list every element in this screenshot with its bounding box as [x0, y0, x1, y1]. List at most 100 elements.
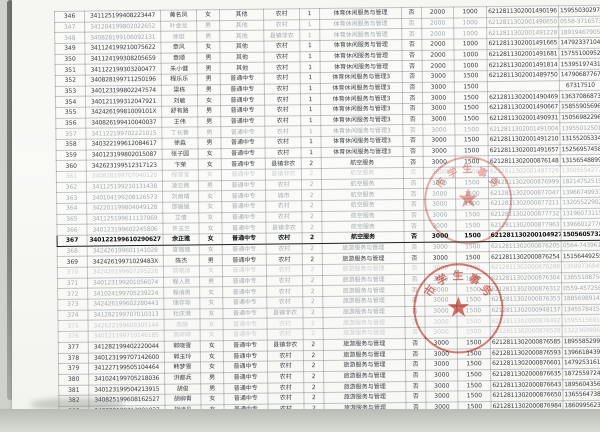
row-number: 376: [58, 331, 89, 343]
flag: 否: [402, 103, 423, 115]
education-type: 普通中专: [221, 158, 266, 170]
gender: 男: [197, 116, 221, 128]
household-type: 农村: [265, 179, 302, 191]
amount-secondary: 1500: [456, 262, 490, 274]
gender: 女: [198, 169, 222, 181]
name: 徐淼: [161, 137, 199, 150]
name: 郭晓雪: [164, 340, 201, 352]
phone-number: 13966012776: [560, 218, 600, 230]
name: 高婷婷: [164, 330, 201, 342]
amount-secondary: 1500: [454, 81, 488, 93]
phone-number: 0558-3716573: [558, 15, 600, 28]
amount-secondary: 1000: [453, 6, 487, 18]
document-page: 346 341125199408223447 黄名凤女其他 农村 1 体育休闲服务与管理否…: [12, 0, 600, 429]
tier: 2: [301, 211, 322, 223]
education-type: 其他: [219, 51, 265, 63]
row-number: 356: [55, 117, 86, 129]
row-number: 355: [55, 107, 86, 119]
phone-number: 15056982296: [559, 112, 600, 124]
education-type: 普通中专: [222, 233, 267, 245]
gender: 男: [196, 20, 220, 32]
education-type: 其他: [219, 30, 264, 42]
household-type: 农村: [264, 94, 301, 106]
tier: 2: [303, 381, 324, 393]
tier: 1: [300, 136, 322, 148]
amount-secondary: 1500: [457, 380, 491, 392]
flag: 否: [404, 316, 426, 328]
phone-number: 18856989145: [561, 293, 600, 305]
household-type: 农村: [264, 136, 302, 148]
gender: 男: [199, 276, 223, 288]
bank-card-number: 6212811302000877963: [488, 219, 562, 231]
id-number: 340121199710146185: [88, 330, 165, 342]
id-number: 341282199707010313: [87, 309, 165, 321]
amount-primary: 3000: [423, 145, 456, 157]
amount-primary: 3000: [423, 209, 456, 221]
tier: 1: [299, 29, 320, 41]
education-type: 普通中专: [221, 169, 266, 181]
education-type: 普通中专: [222, 286, 267, 298]
gender: 女: [199, 297, 223, 309]
household-type: 农村: [266, 286, 303, 298]
education-type: 普通中专: [222, 297, 267, 309]
gender: 男: [196, 52, 221, 64]
amount-secondary: 1500: [457, 358, 491, 370]
amount-primary: 3000: [422, 124, 455, 136]
education-type: 普通中专: [221, 211, 266, 224]
tier: 1: [300, 83, 321, 95]
amount-primary: 3000: [424, 263, 457, 275]
household-type: 农村: [266, 275, 303, 287]
education-type: 普通中专: [223, 393, 268, 405]
tier: 1: [300, 104, 321, 116]
name: 朱小健: [161, 63, 198, 75]
id-number: 340123199802015087: [86, 149, 163, 161]
amount-primary: 3000: [425, 348, 458, 360]
phone-number: 13455784152: [561, 304, 600, 316]
phone-number: 18919467905: [558, 26, 600, 38]
amount-primary: 3000: [425, 380, 458, 392]
major: 体育休闲服务与管理3: [321, 146, 404, 158]
bank-card-number: 6212811302000876148: [488, 155, 561, 167]
id-number: 340122199610290627: [87, 234, 164, 246]
bank-card-number: 6212811302000876205: [489, 240, 562, 253]
gender: 男: [197, 127, 221, 138]
amount-secondary: 1500: [454, 91, 488, 104]
tier: 2: [301, 179, 322, 191]
phone-number: 14790687767: [559, 69, 600, 81]
gender: 女: [200, 319, 224, 331]
household-type: 农村: [263, 8, 300, 20]
tier: 2: [301, 157, 322, 169]
phone-number: 18956043565: [562, 378, 600, 390]
id-number: 341125199210131438: [86, 181, 163, 193]
phone-number: 13655647388: [562, 389, 600, 401]
gender: 女: [200, 340, 224, 352]
id-number: 340828199711250196: [85, 74, 162, 86]
name: 查璐璐: [163, 244, 200, 256]
amount-primary: 2000: [421, 38, 454, 51]
bank-card-number: 6212811302000876312: [489, 283, 562, 295]
id-number: 341122199702221015: [85, 127, 162, 140]
id-number: 340123199201056074: [87, 277, 164, 289]
tier: 2: [303, 392, 324, 404]
name: 刘雨晴: [162, 191, 199, 203]
row-number: 366: [56, 224, 88, 236]
bank-card-number: [487, 80, 560, 92]
tier: 2: [301, 221, 323, 233]
amount-secondary: 1500: [454, 134, 489, 146]
amount-secondary: 1500: [457, 369, 491, 381]
name: 韩梦雪: [164, 362, 201, 374]
tier: 2: [302, 253, 323, 265]
name: 凌云微: [162, 180, 199, 192]
row-number: 369: [57, 256, 88, 268]
id-number: 340121199312047921: [85, 95, 162, 108]
row-number: 346: [54, 11, 85, 23]
row-number: 347: [54, 21, 85, 33]
education-type: 普通中专: [223, 329, 268, 341]
education-type: 普通中专: [221, 179, 266, 192]
id-number: 341227199505104464: [88, 362, 165, 374]
phone-number: 13966749937: [560, 186, 600, 198]
major: 体育休闲服务与管理3: [320, 82, 403, 94]
flag: 否: [405, 359, 426, 371]
bank-card-number: 6212811302000876528: [490, 325, 563, 338]
row-number: 363: [56, 192, 87, 204]
